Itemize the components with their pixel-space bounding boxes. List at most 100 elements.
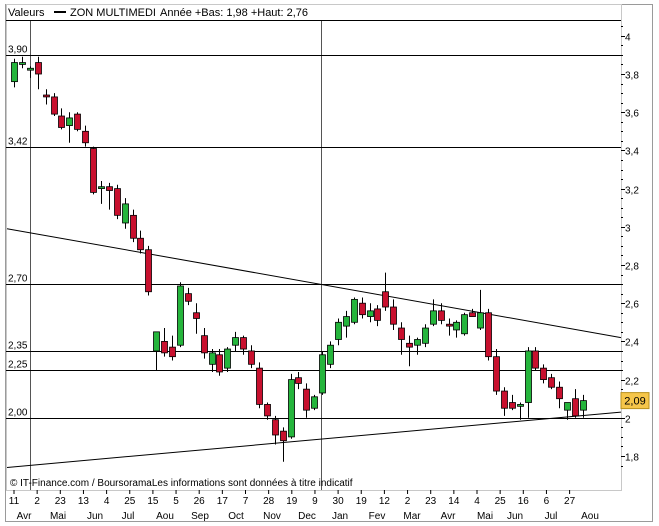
last-price-badge: 2,09 — [620, 392, 650, 410]
x-month-label: Mar — [403, 511, 421, 522]
candle-body-up — [430, 310, 437, 325]
candle — [564, 402, 571, 420]
candle-body-up — [11, 62, 18, 83]
plot-area — [6, 4, 622, 491]
y-tick-label: 2,6 — [625, 300, 639, 311]
x-month-label: Nov — [263, 511, 281, 522]
candle — [359, 297, 366, 319]
x-month-label: Avr — [441, 511, 456, 522]
candle-body-down — [295, 377, 302, 384]
candle-body-down — [51, 96, 58, 115]
y-tick-label: 3,4 — [625, 147, 639, 158]
candle — [367, 303, 374, 323]
candle-body-down — [169, 346, 176, 358]
candle-body-down — [509, 402, 516, 409]
candle — [390, 299, 397, 330]
candle — [224, 347, 231, 372]
candle-body-down — [43, 94, 50, 98]
candle-body-up — [319, 354, 326, 394]
x-day-label: 15 — [147, 496, 159, 507]
candle — [280, 427, 287, 462]
header-left-label: Valeurs — [8, 7, 45, 19]
y-tick-label: 1,8 — [625, 453, 639, 464]
candle — [351, 297, 358, 325]
candle — [264, 402, 271, 420]
candle-body-down — [446, 323, 453, 327]
candle — [137, 230, 144, 254]
level-label: 2,70 — [8, 274, 28, 285]
candle-body-up — [224, 348, 231, 369]
y-tick-label: 3,8 — [625, 71, 639, 82]
candle — [51, 93, 58, 117]
candle — [485, 308, 492, 361]
candle-body-down — [359, 302, 366, 316]
candle-body-up — [153, 331, 160, 352]
x-day-label: 25 — [495, 496, 507, 507]
candle — [58, 108, 65, 130]
candle — [477, 289, 484, 330]
trendline — [6, 228, 622, 339]
candle-body-down — [256, 367, 263, 405]
candle — [319, 350, 326, 395]
x-day-label: 25 — [124, 496, 136, 507]
candle — [398, 322, 405, 355]
candle-body-up — [580, 400, 587, 411]
candle — [327, 341, 334, 369]
x-month-label: Mai — [477, 511, 493, 522]
candle — [130, 209, 137, 243]
candle-body-up — [453, 321, 460, 331]
candle-body-down — [556, 386, 563, 400]
candle-body-up — [461, 314, 468, 335]
candle — [272, 415, 279, 445]
candle-body-down — [406, 342, 413, 348]
year-summary: Année +Bas: 1,98 +Haut: 2,76 — [160, 7, 308, 19]
candle — [517, 402, 524, 420]
x-day-label: 23 — [55, 496, 67, 507]
candle — [82, 125, 89, 147]
candle — [438, 303, 445, 325]
candle-body-down — [382, 291, 389, 308]
candle — [525, 347, 532, 418]
candle-body-up — [414, 339, 421, 346]
x-day-label: 5 — [173, 496, 179, 507]
candle-body-up — [232, 337, 239, 346]
x-month-label: Jul — [122, 511, 135, 522]
candle — [303, 383, 310, 418]
candle — [343, 310, 350, 338]
x-month-label: Jun — [507, 511, 523, 522]
candle-body-down — [74, 113, 81, 130]
candle — [169, 335, 176, 361]
y-tick-label: 3 — [625, 224, 631, 235]
x-day-label: 11 — [9, 496, 20, 507]
candle-body-up — [367, 310, 374, 317]
candle — [493, 349, 500, 395]
candle — [572, 389, 579, 418]
candle-body-up — [209, 352, 216, 365]
candlestick-series — [11, 56, 587, 462]
candle-body-down — [398, 327, 405, 340]
candle — [145, 245, 152, 296]
x-day-label: 19 — [286, 496, 298, 507]
candle-body-down — [264, 404, 271, 417]
candle-body-down — [82, 130, 89, 144]
candle-body-down — [106, 186, 113, 191]
candle-body-down — [485, 312, 492, 358]
x-day-label: 30 — [333, 496, 345, 507]
candle-body-down — [35, 62, 42, 75]
candle-body-up — [288, 379, 295, 438]
y-tick-label: 3,2 — [625, 186, 639, 197]
candle-body-down — [185, 293, 192, 302]
x-axis: 11 2 23 13 4 25 15 5 26 17 7 28 19 9 30 19 12 2 23 14 4 25 16 6… — [9, 490, 599, 522]
level-label: 2,25 — [8, 360, 28, 371]
x-day-label: 9 — [312, 496, 318, 507]
price-levels: 3,90 3,42 2,70 2,35 2,25 2,00 — [6, 45, 621, 419]
candle-body-up — [343, 316, 350, 327]
x-month-label: Oct — [228, 511, 244, 522]
level-label: 2,35 — [8, 341, 28, 352]
candle — [193, 303, 200, 334]
candle — [422, 324, 429, 348]
x-month-label: Fev — [369, 511, 386, 522]
candle — [43, 89, 50, 105]
candle — [177, 282, 184, 348]
